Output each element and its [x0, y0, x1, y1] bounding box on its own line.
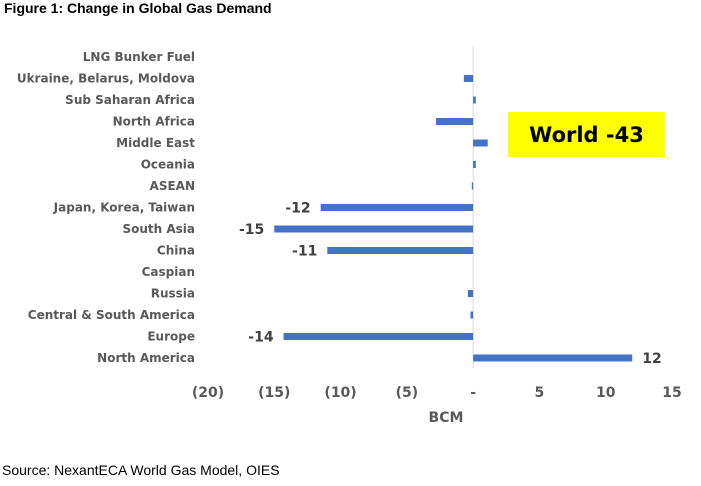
- bar: [470, 311, 474, 319]
- bar: [473, 354, 633, 362]
- data-label: -12: [285, 201, 310, 217]
- bar: [274, 225, 474, 233]
- data-label: -15: [239, 222, 264, 238]
- x-axis-title: BCM: [429, 410, 464, 426]
- category-label: North Africa: [113, 115, 195, 129]
- x-tick-label: -: [470, 385, 476, 401]
- bar: [473, 139, 488, 147]
- category-label: Middle East: [116, 136, 195, 150]
- data-label: 12: [642, 351, 661, 367]
- category-label: Central & South America: [28, 308, 195, 322]
- category-label: China: [157, 244, 195, 258]
- category-label: Oceania: [141, 158, 195, 172]
- x-tick-label: (15): [258, 385, 290, 401]
- category-label: Ukraine, Belarus, Moldova: [17, 72, 195, 86]
- x-tick-label: 15: [662, 385, 681, 401]
- figure-title: Figure 1: Change in Global Gas Demand: [4, 0, 272, 16]
- x-tick-label: (5): [396, 385, 419, 401]
- bar: [320, 204, 474, 211]
- category-label: Japan, Korea, Taiwan: [53, 201, 195, 215]
- x-tick-label: (20): [192, 385, 224, 401]
- bar: [473, 161, 476, 168]
- bar: [473, 96, 476, 104]
- data-label: -14: [248, 330, 274, 346]
- category-label: North America: [97, 351, 195, 365]
- category-label: Europe: [147, 330, 195, 344]
- world-total-callout: World -43: [508, 112, 665, 157]
- category-label: South Asia: [122, 222, 195, 236]
- x-tick-label: 10: [596, 385, 616, 401]
- data-label: -11: [292, 244, 317, 260]
- bar: [463, 75, 474, 82]
- source-note: Source: NexantECA World Gas Model, OIES: [2, 462, 280, 478]
- bar: [467, 290, 474, 297]
- category-label: Caspian: [142, 265, 195, 279]
- bar: [327, 247, 474, 254]
- x-tick-label: (10): [324, 385, 356, 401]
- category-label: Sub Saharan Africa: [65, 93, 195, 107]
- bar: [436, 118, 474, 125]
- category-label: ASEAN: [150, 179, 195, 193]
- category-label: LNG Bunker Fuel: [83, 50, 195, 64]
- bar: [283, 333, 474, 340]
- bar: [471, 182, 474, 190]
- category-label: Russia: [151, 287, 195, 301]
- x-tick-label: 5: [535, 385, 545, 401]
